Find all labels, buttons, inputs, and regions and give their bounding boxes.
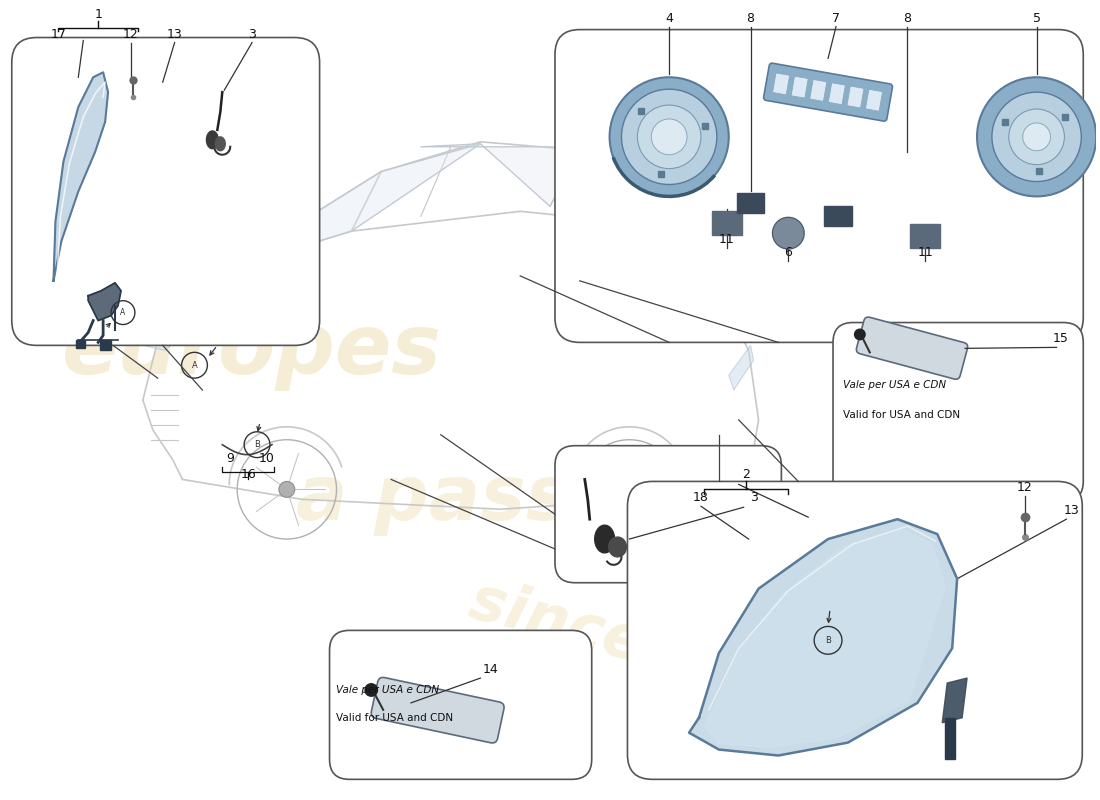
Polygon shape <box>207 131 218 149</box>
FancyBboxPatch shape <box>371 678 504 743</box>
FancyBboxPatch shape <box>847 86 864 108</box>
FancyBboxPatch shape <box>791 76 808 98</box>
Text: 6: 6 <box>784 246 792 259</box>
Text: 12: 12 <box>1016 482 1033 494</box>
Polygon shape <box>218 290 242 315</box>
Circle shape <box>992 92 1081 182</box>
Polygon shape <box>943 678 967 722</box>
Polygon shape <box>222 144 481 271</box>
Text: 7: 7 <box>832 12 840 25</box>
Polygon shape <box>824 206 851 226</box>
Text: B: B <box>825 636 830 645</box>
Text: 1: 1 <box>95 8 102 21</box>
Polygon shape <box>76 341 86 348</box>
Text: 2: 2 <box>741 469 749 482</box>
Circle shape <box>364 683 378 697</box>
FancyBboxPatch shape <box>627 482 1082 779</box>
Text: 3: 3 <box>249 27 256 41</box>
Circle shape <box>1023 123 1050 150</box>
FancyBboxPatch shape <box>857 317 968 379</box>
Text: Vale per USA e CDN: Vale per USA e CDN <box>337 685 440 695</box>
Circle shape <box>977 78 1097 197</box>
Text: a passion: a passion <box>296 462 704 536</box>
Circle shape <box>651 119 688 154</box>
FancyBboxPatch shape <box>330 630 592 779</box>
Text: 13: 13 <box>167 27 183 41</box>
Polygon shape <box>143 321 192 350</box>
Text: 15: 15 <box>1053 332 1068 346</box>
Text: 9: 9 <box>227 451 234 465</box>
FancyBboxPatch shape <box>556 30 1084 342</box>
Text: Valid for USA and CDN: Valid for USA and CDN <box>337 713 453 722</box>
Text: 13: 13 <box>1064 504 1079 517</box>
Polygon shape <box>421 144 580 206</box>
Polygon shape <box>88 283 121 321</box>
Text: Vale per USA e CDN: Vale per USA e CDN <box>843 380 946 390</box>
Polygon shape <box>595 525 615 553</box>
FancyBboxPatch shape <box>866 90 882 111</box>
Text: 11: 11 <box>917 246 933 259</box>
Text: 5: 5 <box>1033 12 1041 25</box>
Circle shape <box>854 329 866 341</box>
FancyBboxPatch shape <box>763 63 892 121</box>
FancyBboxPatch shape <box>833 322 1084 502</box>
Polygon shape <box>737 194 764 214</box>
Circle shape <box>637 105 701 169</box>
Text: 16: 16 <box>240 469 256 482</box>
Circle shape <box>279 482 295 498</box>
Text: 12: 12 <box>123 27 139 41</box>
Polygon shape <box>600 152 718 231</box>
Circle shape <box>772 218 804 249</box>
Text: 10: 10 <box>258 451 275 465</box>
Text: 3: 3 <box>749 491 758 504</box>
Text: A: A <box>120 308 125 317</box>
Polygon shape <box>54 72 108 281</box>
Text: 11: 11 <box>719 233 735 246</box>
Text: 14: 14 <box>483 663 498 676</box>
Text: 8: 8 <box>903 12 912 25</box>
Polygon shape <box>712 211 741 235</box>
Polygon shape <box>216 137 225 150</box>
Text: 17: 17 <box>51 27 66 41</box>
FancyBboxPatch shape <box>12 38 320 346</box>
FancyBboxPatch shape <box>556 446 781 582</box>
Polygon shape <box>911 224 940 248</box>
Text: 8: 8 <box>747 12 755 25</box>
Polygon shape <box>608 537 627 557</box>
Text: since 1985: since 1985 <box>463 572 836 725</box>
Circle shape <box>621 89 717 185</box>
FancyBboxPatch shape <box>810 79 827 102</box>
FancyBboxPatch shape <box>828 83 845 105</box>
Text: Valid for USA and CDN: Valid for USA and CDN <box>843 410 960 420</box>
Text: 18: 18 <box>693 491 708 504</box>
Polygon shape <box>689 519 957 755</box>
Text: europes: europes <box>62 310 442 391</box>
FancyBboxPatch shape <box>772 73 790 94</box>
Polygon shape <box>728 346 754 390</box>
Text: A: A <box>191 361 197 370</box>
Polygon shape <box>704 529 945 747</box>
Text: 4: 4 <box>666 12 673 25</box>
Circle shape <box>609 78 728 197</box>
Polygon shape <box>945 718 955 759</box>
Circle shape <box>621 482 637 498</box>
Text: B: B <box>254 440 260 449</box>
Circle shape <box>1009 109 1065 165</box>
Polygon shape <box>100 341 111 350</box>
